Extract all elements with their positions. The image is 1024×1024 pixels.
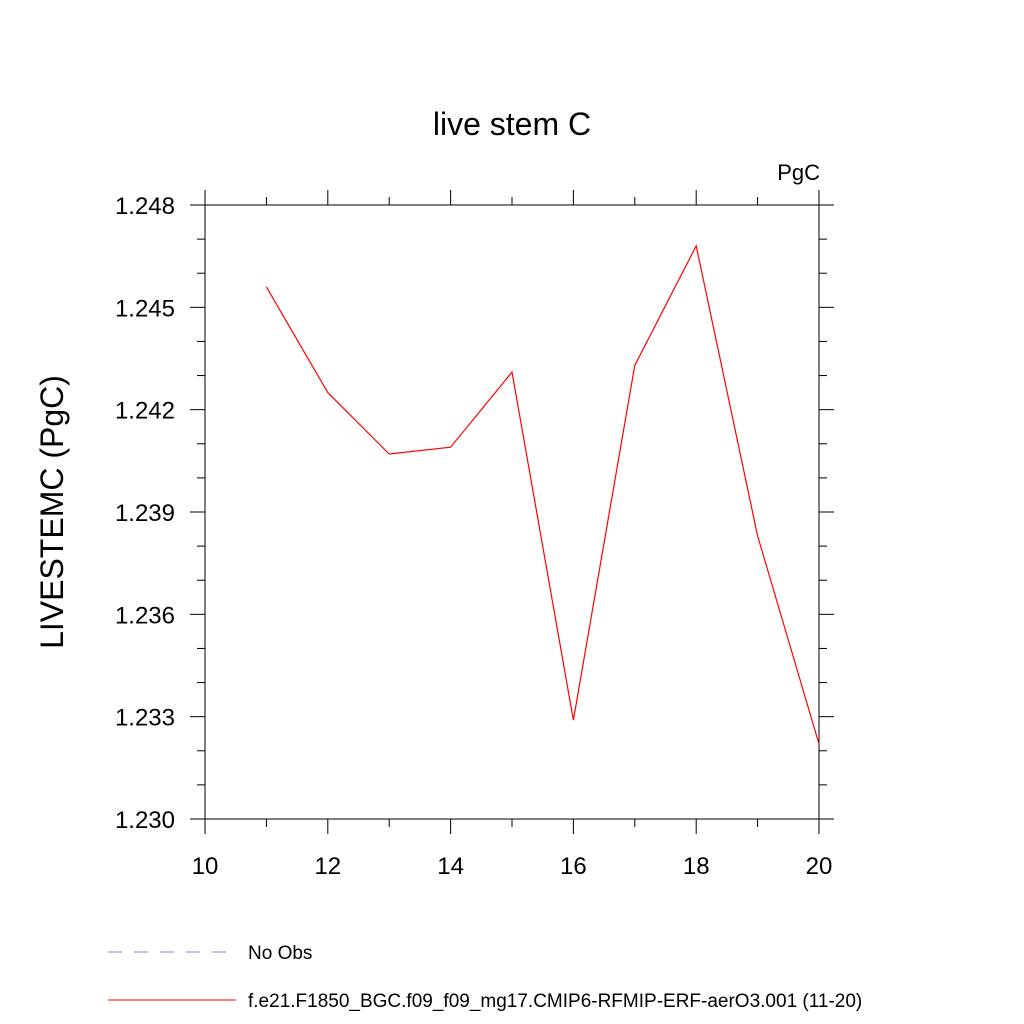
legend: No Obs f.e21.F1850_BGC.f09_f09_mg17.CMIP6…	[108, 943, 862, 1012]
axis-ticks: 10 12 14 16 18 20 1.230 1.233 1.236 1.239 1.242 1.2…	[115, 190, 834, 880]
y-tick-label: 1.239	[115, 500, 175, 527]
x-tick-label: 18	[683, 853, 710, 880]
x-tick-label: 10	[192, 853, 219, 880]
units-label: PgC	[777, 160, 820, 185]
y-tick-label: 1.233	[115, 705, 175, 732]
series-line	[265, 244, 820, 745]
plot-frame	[204, 204, 820, 820]
x-tick-label: 16	[560, 853, 587, 880]
legend-label: No Obs	[248, 943, 312, 964]
series-layer	[265, 244, 820, 745]
x-tick-label: 12	[314, 853, 341, 880]
x-tick-label: 14	[437, 853, 464, 880]
x-tick-label: 20	[806, 853, 833, 880]
y-tick-label: 1.248	[115, 193, 175, 220]
y-tick-label: 1.245	[115, 295, 175, 322]
legend-label: f.e21.F1850_BGC.f09_f09_mg17.CMIP6-RFMIP…	[248, 991, 862, 1012]
y-axis-label: LIVESTEMC (PgC)	[34, 375, 70, 649]
y-tick-label: 1.242	[115, 398, 175, 425]
y-tick-label: 1.230	[115, 807, 175, 834]
y-tick-label: 1.236	[115, 602, 175, 629]
chart-title: live stem C	[433, 106, 591, 142]
